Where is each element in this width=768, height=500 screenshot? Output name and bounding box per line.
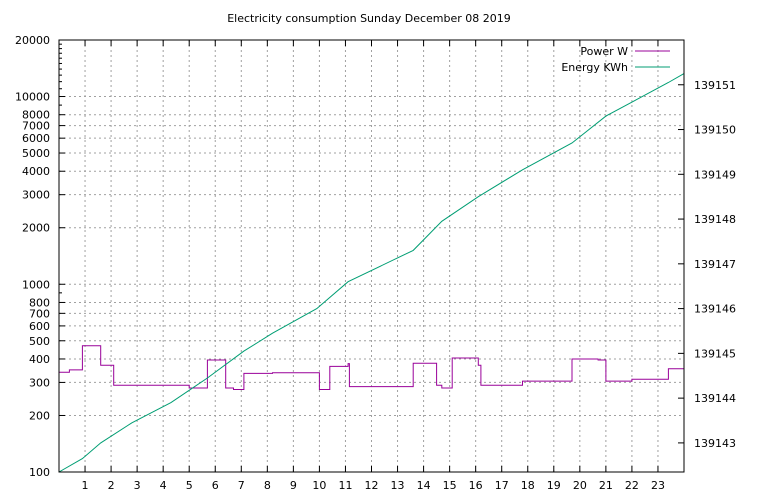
- y-tick-label: 3000: [22, 189, 50, 202]
- y-tick-label: 800: [29, 296, 50, 309]
- x-tick-label: 1: [82, 479, 89, 492]
- axis-ticks: [59, 39, 684, 473]
- y-tick-label: 4000: [22, 165, 50, 178]
- x-tick-label: 10: [312, 479, 326, 492]
- x-tick-label: 14: [417, 479, 431, 492]
- y2-tick-label: 139148: [694, 213, 736, 226]
- x-tick-label: 21: [599, 479, 613, 492]
- x-tick-label: 3: [134, 479, 141, 492]
- x-axis-tick-labels: 1 2 3 4 5 6 7 8 9 10 11 12 13 14 15 16 17 18 19 20 21 22 23: [82, 479, 665, 492]
- x-tick-label: 5: [186, 479, 193, 492]
- x-tick-label: 7: [238, 479, 245, 492]
- y-tick-label: 7000: [22, 120, 50, 133]
- y-tick-label: 100: [29, 466, 50, 479]
- y-tick-label: 300: [29, 376, 50, 389]
- y-tick-label: 1000: [22, 278, 50, 291]
- x-tick-label: 16: [469, 479, 483, 492]
- y-tick-label: 6000: [22, 132, 50, 145]
- x-tick-label: 17: [495, 479, 509, 492]
- y2-tick-label: 139145: [694, 347, 736, 360]
- series-line-energy: [58, 73, 685, 473]
- y-tick-label: 5000: [22, 147, 50, 160]
- y2-tick-label: 139147: [694, 258, 736, 271]
- x-tick-label: 12: [365, 479, 379, 492]
- x-tick-label: 9: [290, 479, 297, 492]
- y2-tick-label: 139144: [694, 392, 736, 405]
- y2-tick-label: 139143: [694, 437, 736, 450]
- series-lines: [58, 73, 685, 473]
- y-tick-label: 400: [29, 353, 50, 366]
- x-tick-label: 13: [391, 479, 405, 492]
- y-tick-label: 700: [29, 307, 50, 320]
- y2-tick-label: 139151: [694, 79, 736, 92]
- x-tick-label: 2: [108, 479, 115, 492]
- x-tick-label: 18: [521, 479, 535, 492]
- x-tick-label: 15: [443, 479, 457, 492]
- legend: Power W Energy KWh: [561, 45, 670, 74]
- y-tick-label: 500: [29, 335, 50, 348]
- x-tick-label: 23: [651, 479, 665, 492]
- y-tick-label: 600: [29, 320, 50, 333]
- y-tick-label: 2000: [22, 222, 50, 235]
- y2-tick-label: 139146: [694, 303, 736, 316]
- y2-axis-tick-labels: 139143 139144 139145 139146 139147 139148 1391…: [694, 79, 736, 450]
- x-tick-label: 4: [160, 479, 167, 492]
- x-tick-label: 22: [625, 479, 639, 492]
- y2-tick-label: 139150: [694, 124, 736, 137]
- x-tick-label: 11: [338, 479, 352, 492]
- grid-lines: [59, 40, 684, 472]
- x-tick-label: 8: [264, 479, 271, 492]
- series-line-power: [59, 345, 684, 390]
- chart-title: Electricity consumption Sunday December …: [227, 12, 511, 25]
- y2-tick-label: 139149: [694, 168, 736, 181]
- y-tick-label: 20000: [15, 34, 50, 47]
- y-tick-label: 10000: [15, 91, 50, 104]
- legend-label: Power W: [580, 45, 628, 58]
- x-tick-label: 20: [573, 479, 587, 492]
- y-tick-label: 8000: [22, 109, 50, 122]
- legend-label: Energy KWh: [561, 61, 628, 74]
- x-tick-label: 6: [212, 479, 219, 492]
- y-tick-label: 200: [29, 409, 50, 422]
- x-tick-label: 19: [547, 479, 561, 492]
